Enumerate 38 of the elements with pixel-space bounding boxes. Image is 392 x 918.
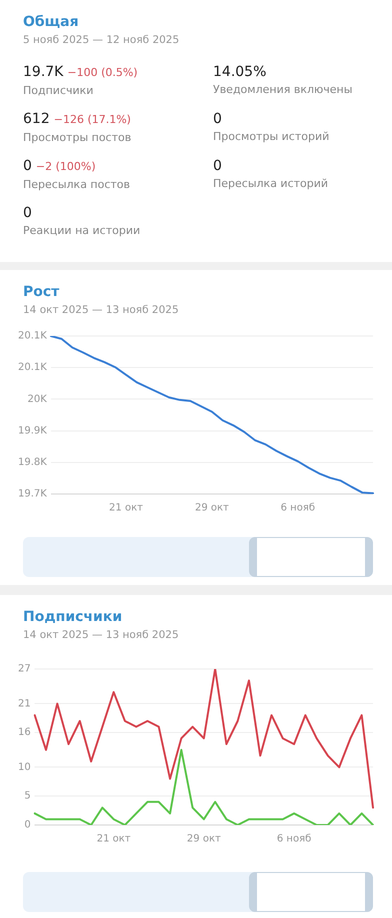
y-tick-label: 20K — [28, 394, 48, 405]
y-tick-label: 10 — [18, 762, 31, 773]
data-label: 14.05% — [213, 63, 268, 82]
category-label: Просмотры постов — [23, 130, 132, 146]
y-tick-label: 20.1K — [18, 330, 48, 342]
data-label: 0 — [213, 157, 223, 176]
chart-subtitle: 14 окт 2025 — 13 нояб 2025 — [23, 303, 180, 318]
y-tick-label: 20.1K — [18, 362, 48, 374]
text: Общая — [23, 13, 80, 32]
text: 5 нояб 2025 — 12 нояб 2025 — [23, 33, 180, 48]
chart-title: Подписчики — [23, 608, 124, 627]
data-label: −126 (17.1%) — [54, 113, 131, 126]
x-tick-label: 29 окт — [186, 834, 221, 845]
y-tick-label: 21 — [18, 698, 31, 710]
data-label: 0 — [213, 110, 223, 129]
category-label: Уведомления включены — [213, 82, 354, 98]
category-label: Реакции на истории — [23, 223, 142, 239]
y-tick-label: 27 — [18, 664, 31, 675]
category-label: Просмотры историй — [213, 129, 330, 145]
x-tick-label: 29 окт — [194, 502, 230, 514]
x-tick-label: 21 окт — [96, 834, 131, 845]
data-label: 612 — [23, 111, 50, 127]
y-tick-label: 0 — [24, 820, 31, 831]
y-tick-label: 16 — [18, 727, 31, 738]
category-label: Пересылка историй — [213, 176, 330, 192]
chart-subtitle: 14 окт 2025 — 13 нояб 2025 — [23, 628, 180, 643]
x-tick-label: 6 нояб — [280, 502, 316, 514]
data-label: −100 (0.5%) — [67, 66, 138, 79]
chart-title: Рост — [23, 283, 60, 302]
y-tick-label: 19.9K — [18, 425, 48, 436]
data-label: −2 (100%) — [36, 160, 96, 173]
y-tick-label: 5 — [24, 790, 31, 802]
x-tick-label: 21 окт — [109, 502, 144, 514]
y-tick-label: 19.8K — [18, 456, 48, 468]
y-tick-label: 19.7K — [18, 488, 48, 500]
category-label: Подписчики — [23, 83, 94, 99]
category-label: Пересылка постов — [23, 177, 132, 193]
x-tick-label: 6 нояб — [276, 834, 312, 845]
